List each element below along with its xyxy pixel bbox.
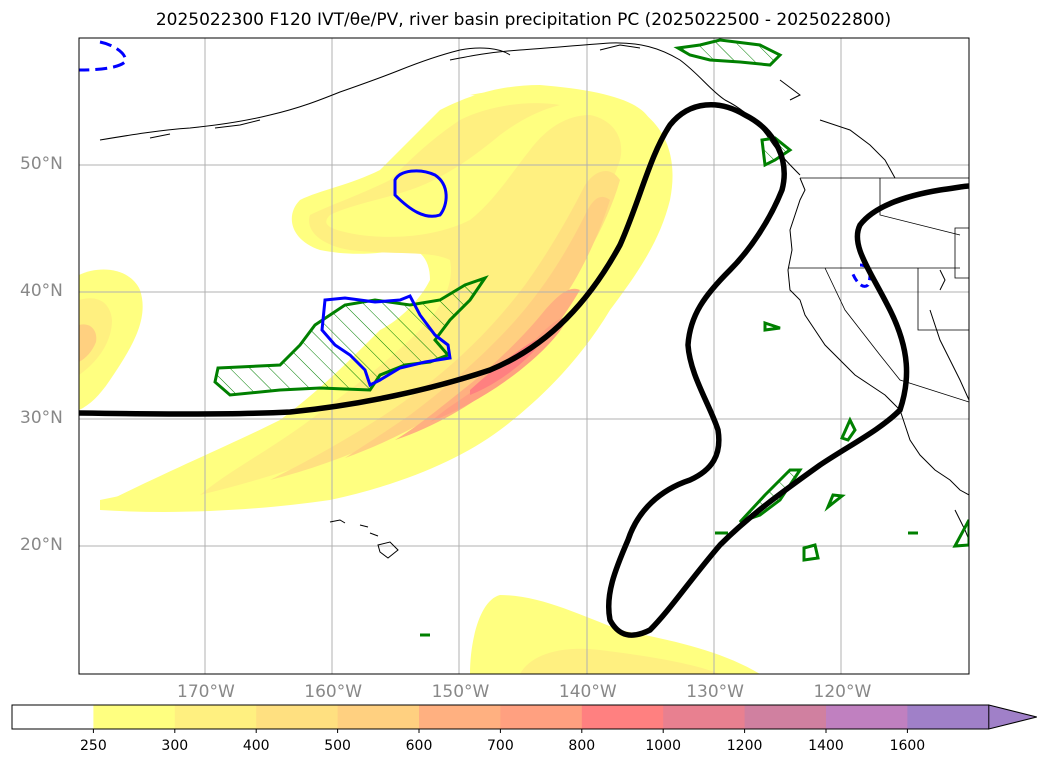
- colorbar-tick-label: 500: [324, 738, 351, 754]
- ivt-south-250-region: [470, 595, 760, 674]
- colorbar: [11, 704, 1037, 733]
- hatched-region-small-2: [839, 416, 857, 442]
- ivt-500-region: [345, 196, 610, 458]
- lat-tick-label: 20°N: [20, 535, 63, 555]
- colorbar-tick-label: 1400: [808, 738, 844, 754]
- colorbar-tick-label: 800: [568, 738, 596, 754]
- map-grid: [79, 38, 969, 674]
- lat-tick-label: 30°N: [20, 408, 63, 428]
- ivt-south-300-region: [520, 648, 720, 674]
- colorbar-tick-label: 1000: [645, 738, 681, 754]
- lon-tick-label: 160°W: [304, 682, 363, 702]
- lon-tick-label: 120°W: [813, 682, 872, 702]
- colorbar-segment: [500, 705, 583, 729]
- hatched-region-small-4: [802, 543, 820, 562]
- state-borders: [788, 177, 969, 403]
- colorbar-segment: [93, 705, 176, 729]
- pv-contour-dashed-nw: [79, 40, 127, 72]
- lat-tick-label: 40°N: [20, 281, 63, 301]
- colorbar-segment: [12, 705, 94, 729]
- colorbar-segment: [907, 705, 990, 729]
- hatched-region-subtropical: [738, 468, 803, 524]
- colorbar-tick-label: 1200: [726, 738, 763, 754]
- lon-tick-label: 150°W: [431, 682, 490, 702]
- lat-tick-label: 50°N: [20, 154, 63, 174]
- hatched-region-small-1: [763, 320, 781, 332]
- ivt-shading: [79, 85, 760, 674]
- hatched-region-gulf-alaska: [673, 38, 783, 67]
- hatched-region-small-5: [952, 519, 969, 548]
- ivt-contour-line: [79, 102, 969, 638]
- map-frame: [78, 37, 970, 675]
- colorbar-segment: [826, 705, 908, 729]
- ivt-west-400-region: [79, 324, 97, 362]
- colorbar-tick-label: 1600: [889, 738, 926, 754]
- colorbar-tick-label: 300: [161, 738, 189, 754]
- colorbar-segment: [581, 705, 664, 729]
- ivt-300-region: [200, 103, 622, 495]
- colorbar-tick-label: 250: [80, 738, 107, 754]
- colorbar-segment: [174, 705, 257, 729]
- pv-contour-central: [320, 294, 452, 388]
- colorbar-segment: [256, 705, 339, 729]
- colorbar-tick-label: 400: [242, 738, 270, 754]
- colorbar-tick-label: 700: [487, 738, 514, 754]
- lon-tick-label: 130°W: [686, 682, 744, 702]
- colorbar-segment: [419, 705, 501, 729]
- colorbar-extend-arrow: [988, 704, 1037, 730]
- pv-contour-north: [393, 169, 448, 218]
- hatched-region-small-3: [824, 493, 846, 512]
- colorbar-segment: [744, 705, 827, 729]
- ivt-600-region: [395, 288, 580, 440]
- lon-tick-label: 170°W: [177, 682, 235, 702]
- ivt-400-region: [270, 170, 620, 480]
- lon-tick-label: 140°W: [558, 682, 617, 702]
- colorbar-tick-label: 600: [405, 738, 433, 754]
- colorbar-segment: [663, 705, 746, 729]
- colorbar-segment: [337, 705, 420, 729]
- map-title: 2025022300 F120 IVT/θe/PV, river basin p…: [155, 10, 892, 30]
